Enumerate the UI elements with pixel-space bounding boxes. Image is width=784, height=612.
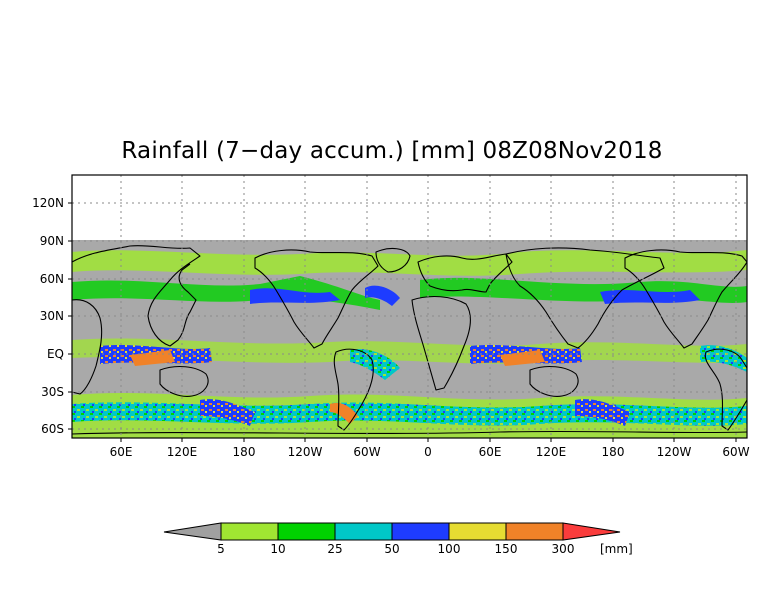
lon-label-120e: 120E xyxy=(166,445,198,459)
lon-label-60w: 60W xyxy=(353,445,381,459)
colorbar-label-10: 10 xyxy=(270,542,286,556)
colorbar-bin-100-150 xyxy=(448,522,507,541)
colorbar-label-5: 5 xyxy=(217,542,225,556)
rain-bands xyxy=(72,250,747,438)
colorbar-bin-25-50 xyxy=(334,522,393,541)
map-title: Rainfall (7−day accum.) [mm] 08Z08Nov201… xyxy=(121,138,663,164)
lat-label-90n: 90N xyxy=(39,234,64,248)
lat-label-60n: 60N xyxy=(39,272,64,286)
colorbar-unit: [mm] xyxy=(600,542,633,556)
axis-ticks xyxy=(68,202,737,442)
lon-label-60w-2: 60W xyxy=(722,445,750,459)
colorbar-bin-5-10 xyxy=(220,522,279,541)
colorbar-below-min xyxy=(163,522,222,541)
colorbar-label-50: 50 xyxy=(384,542,400,556)
lat-label-60s: 60S xyxy=(41,422,64,436)
lon-label-120w: 120W xyxy=(287,445,323,459)
colorbar-label-300: 300 xyxy=(551,542,575,556)
colorbar-label-25: 25 xyxy=(327,542,343,556)
lon-label-180-2: 180 xyxy=(601,445,625,459)
lon-label-60e-2: 60E xyxy=(478,445,502,459)
colorbar-above-max xyxy=(562,522,621,541)
colorbar xyxy=(163,522,621,541)
colorbar-label-150: 150 xyxy=(494,542,518,556)
lat-label-30s: 30S xyxy=(41,385,64,399)
lon-label-0: 0 xyxy=(424,445,432,459)
lat-label-eq: EQ xyxy=(46,347,64,361)
lon-label-180: 180 xyxy=(232,445,256,459)
lon-label-120w-2: 120W xyxy=(656,445,692,459)
colorbar-bin-50-100 xyxy=(391,522,450,541)
lon-label-120e-2: 120E xyxy=(535,445,567,459)
lon-label-60e: 60E xyxy=(109,445,133,459)
colorbar-label-100: 100 xyxy=(437,542,461,556)
lat-label-30n: 30N xyxy=(39,309,64,323)
graticule xyxy=(72,175,747,438)
lat-label-120n: 120N xyxy=(32,196,64,210)
colorbar-bin-150-300 xyxy=(505,522,564,541)
map-frame xyxy=(71,174,748,439)
colorbar-bin-10-25 xyxy=(277,522,336,541)
